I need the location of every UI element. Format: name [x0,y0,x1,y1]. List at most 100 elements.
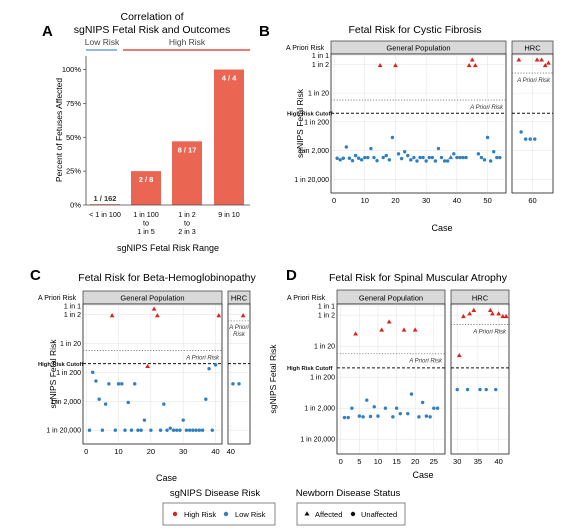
apriori-line-label-hrc: A Priori [228,325,249,331]
plot-area-gp [330,53,507,194]
data-point-unaffected [181,418,185,422]
data-point-affected [500,313,506,319]
x-axis-title: Case [431,223,452,233]
data-point-unaffected [409,392,414,396]
panel-a-bar-label: 1 / 162 [94,194,117,203]
data-point-affected [534,57,540,62]
data-point-unaffected [361,415,365,419]
data-point-unaffected [420,400,425,405]
data-point-unaffected [430,155,435,160]
data-point-unaffected [418,155,422,160]
legend-low-risk-dot [223,511,229,517]
data-point-affected [448,154,454,160]
low-risk-bracket-label: Low Risk [85,37,120,47]
data-point-unaffected [399,156,404,161]
data-point-unaffected [335,156,339,160]
data-point-unaffected [390,135,395,140]
y-tick-label: 1 in 1 [318,303,335,310]
data-point-affected [469,57,475,62]
y-tick-label: 1 in 2 [318,313,335,320]
data-point-unaffected [415,159,419,163]
data-point-unaffected [409,158,413,162]
y-tick-label: 1 in 200 [304,119,329,126]
high-risk-bracket-label: High Risk [169,37,206,47]
panel-b-plot: General Population HRC 1 in 1 1 in 2 1 in 20… [286,40,554,233]
data-point-unaffected [368,414,373,419]
plot-border-gp [82,303,223,445]
data-point-unaffected [113,428,118,432]
data-point-unaffected [495,155,499,160]
data-point-unaffected [356,156,361,160]
x-tick-label: 0 [84,447,88,456]
panel-a-x-tick-label: 1 in 5 [137,227,155,236]
x-tick-label: 40 [227,447,235,456]
data-point-unaffected [519,130,523,134]
data-point-unaffected [200,428,205,432]
panel-a-x-tick-label: 2 in 3 [178,227,196,236]
y-tick-label: 1 in 200 [310,375,335,382]
panel-b: B Fetal Risk for Cystic Fibrosis General… [259,23,554,233]
panel-a-x-tick-label: to [184,219,190,228]
data-point-affected [412,327,418,332]
data-point-unaffected [421,155,425,160]
data-point-affected [216,313,222,318]
data-point-unaffected [341,156,345,160]
data-point-unaffected [478,387,482,392]
data-point-unaffected [142,418,147,422]
panel-d-title: Fetal Risk for Spinal Muscular Atrophy [329,272,508,284]
data-point-unaffected [204,397,208,401]
panel-c-plot: General Population HRC 1 in 1 1 in 2 1 in 20… [38,290,251,483]
data-point-unaffected [178,428,182,432]
facet-strip-hrc-label: HRC [524,44,541,53]
data-point-unaffected [479,155,484,160]
data-point-unaffected [191,428,195,432]
x-tick-label: 20 [391,196,399,205]
data-point-unaffected [366,155,370,160]
panel-b-title: Fetal Risk for Cystic Fibrosis [348,24,481,36]
data-point-affected [516,57,522,62]
data-point-unaffected [116,382,121,386]
legend-unaffected-dot [350,511,356,517]
x-tick-label: 30 [179,447,187,456]
panel-a-title-line2: sgNIPS Fetal Risk and Outcomes [74,24,230,36]
data-point-affected [466,62,472,68]
data-point-unaffected [383,406,388,410]
panel-c-title: Fetal Risk for Beta-Hemoglobinopathy [78,272,256,284]
legend-low-risk-label: Low Risk [235,510,266,519]
data-point-unaffected [133,382,137,386]
data-point-affected [490,311,495,316]
data-point-unaffected [398,411,403,416]
panel-b-letter: B [259,23,270,40]
data-point-unaffected [187,428,192,432]
data-point-unaffected [369,146,373,151]
panel-a-y-tick-label: 25% [66,167,81,176]
data-point-unaffected [533,137,537,141]
data-point-unaffected [433,159,438,163]
data-point-unaffected [494,387,498,392]
x-tick-label: 30 [453,457,461,466]
x-tick-label: 10 [374,457,382,466]
x-tick-label: 10 [114,447,122,456]
panel-d: D Fetal Risk for Spinal Muscular Atrophy… [268,267,510,480]
data-point-affected [240,313,246,318]
data-point-unaffected [350,158,355,163]
data-point-unaffected [417,415,421,419]
x-axis-title: Case [412,470,433,480]
y-tick-label: 1 in 20 [60,341,81,348]
data-point-unaffected [394,406,399,410]
x-tick-label: 35 [474,457,482,466]
data-point-unaffected [139,428,143,432]
x-tick-label: 15 [392,457,400,466]
apriori-line-label-hrc: A Priori Risk [516,78,551,84]
data-point-unaffected [129,428,134,432]
apriori-line-label-gp: A Priori Risk [469,105,504,111]
plot-area-gp [82,303,223,445]
panel-a-x-tick-label: 1 in 2 [178,210,196,219]
data-point-unaffected [396,152,401,156]
plot-border-hrc [511,53,554,194]
panel-a-y-tick-label: 100% [62,65,82,74]
panel-d-letter: D [286,267,297,284]
data-point-unaffected [523,137,528,141]
legend-high-risk-label: High Risk [184,510,216,519]
